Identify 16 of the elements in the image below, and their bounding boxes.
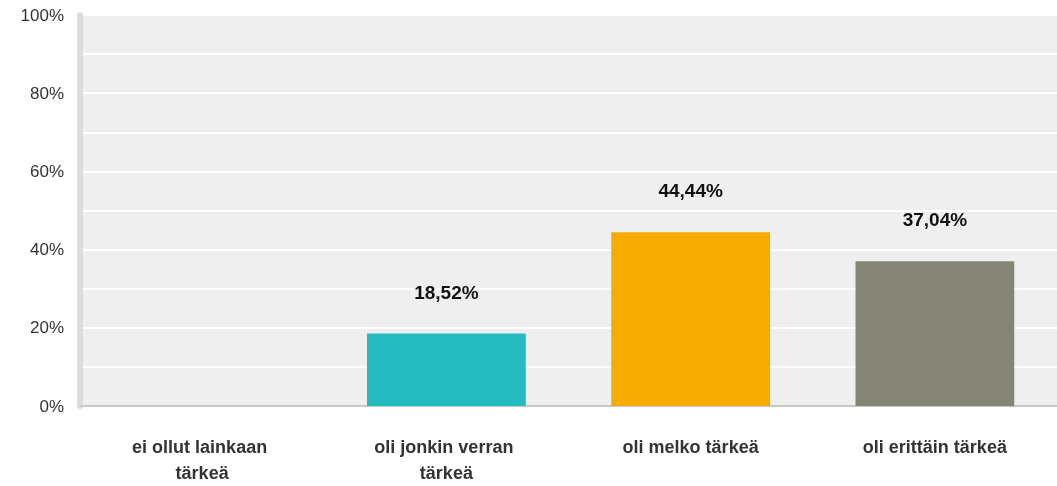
data-label: 18,52% [414,281,479,303]
y-tick-label: 0% [39,396,64,416]
y-tick-label: 60% [29,161,64,181]
x-tick-label: oli jonkin verran tärkeä [374,437,519,483]
bar [611,232,771,406]
x-tick-label: oli erittäin tärkeä [862,437,1008,457]
y-tick-label: 20% [29,318,64,338]
y-tick-label: 80% [29,83,64,103]
data-label: 37,04% [902,209,968,231]
bar [366,333,526,406]
x-tick-label: ei ollut lainkaan tärkeä [132,437,273,483]
y-tick-label: 40% [29,240,64,260]
data-label: 44,44% [658,180,723,202]
bar [855,261,1015,406]
x-tick-label: oli melko tärkeä [622,437,760,457]
y-tick-label: 100% [20,5,64,25]
